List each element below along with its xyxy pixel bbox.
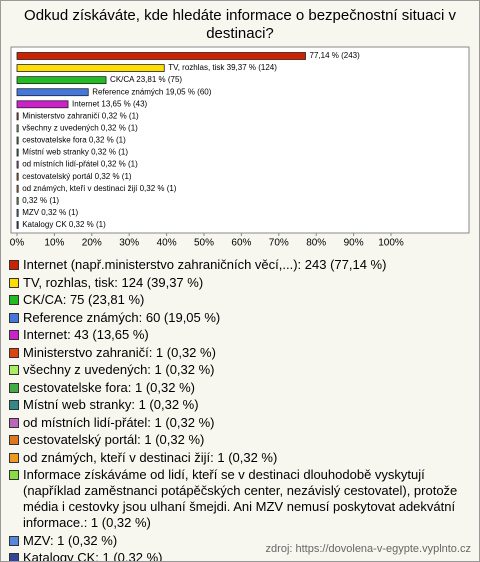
bar-label: Ministerstvo zahraničí 0,32 % (1)	[22, 111, 139, 120]
legend-label: Ministerstvo zahraničí: 1 (0,32 %)	[23, 344, 216, 360]
x-tick-label: 50%	[194, 238, 214, 249]
bar	[16, 196, 19, 205]
legend-swatch	[9, 470, 19, 480]
bar	[16, 184, 19, 193]
legend-item: od místních lidí-přátel: 1 (0,32 %)	[9, 415, 471, 431]
legend-item: CK/CA: 75 (23,81 %)	[9, 292, 471, 308]
bar	[16, 112, 19, 121]
legend-label: Místní web stranky: 1 (0,32 %)	[23, 397, 199, 412]
legend-item: Internet: 43 (13,65 %)	[9, 327, 471, 343]
bar	[16, 221, 19, 229]
x-tick-label: 70%	[269, 238, 289, 249]
legend-swatch	[9, 260, 19, 270]
x-tick-label: 40%	[157, 238, 177, 249]
legend-label: od známých, kteří v destinaci žijí: 1 (0…	[23, 449, 278, 465]
x-tick-label: 100%	[378, 238, 404, 249]
legend-item: TV, rozhlas, tisk: 124 (39,37 %)	[9, 275, 471, 291]
legend-swatch	[9, 277, 19, 288]
legend-label: Reference známých: 60 (19,05 %)	[23, 309, 221, 325]
legend-label: CK/CA: 75 (23,81 %)	[23, 292, 145, 307]
bar-label: cestovatelske fora 0,32 % (1)	[22, 136, 126, 145]
bar	[16, 100, 69, 109]
legend-item: Reference známých: 60 (19,05 %)	[9, 310, 471, 326]
bar	[16, 64, 165, 72]
x-tick-label: 20%	[82, 238, 102, 249]
bar	[16, 172, 19, 181]
x-tick-label: 0%	[10, 238, 25, 249]
x-tick-label: 10%	[44, 238, 64, 249]
legend-label: Internet (např.ministerstvo zahraničních…	[23, 257, 387, 272]
legend-item: všechny z uvedených: 1 (0,32 %)	[9, 362, 471, 378]
legend-swatch	[9, 382, 19, 393]
bar-label: Reference známých 19,05 % (60)	[92, 87, 212, 96]
bar-label: Internet 13,65 % (43)	[72, 99, 147, 108]
legend-label: TV, rozhlas, tisk: 124 (39,37 %)	[23, 274, 204, 290]
x-tick-label: 90%	[344, 238, 364, 249]
legend-label: od místních lidí-přátel: 1 (0,32 %)	[23, 414, 215, 430]
legend-item: cestovatelský portál: 1 (0,32 %)	[9, 432, 471, 448]
bar-label: Katalogy CK 0,32 % (1)	[22, 220, 106, 229]
bar-label: Místní web stranky 0,32 % (1)	[22, 148, 128, 157]
bar	[16, 148, 19, 157]
source: zdroj: https://dovolena-v-egypte.vyplnto…	[265, 543, 471, 555]
bar	[16, 124, 19, 133]
bar-label: CK/CA 23,81 % (75)	[110, 75, 182, 84]
bar-label: MZV 0,32 % (1)	[22, 208, 78, 217]
legend-swatch	[9, 400, 19, 410]
bar-label: cestovatelský portál 0,32 % (1)	[22, 172, 132, 181]
legend-item: Místní web stranky: 1 (0,32 %)	[9, 397, 471, 413]
bar-label: všechny z uvedených 0,32 % (1)	[22, 124, 138, 133]
legend-swatch	[9, 295, 19, 305]
legend-swatch	[9, 435, 19, 445]
legend-swatch	[9, 417, 19, 428]
legend-swatch	[9, 535, 19, 546]
legend-label: cestovatelský portál: 1 (0,32 %)	[23, 432, 205, 447]
legend-label: MZV: 1 (0,32 %)	[23, 532, 118, 548]
bar	[16, 88, 89, 97]
legend-item: cestovatelske fora: 1 (0,32 %)	[9, 380, 471, 396]
chart-title: Odkud získáváte, kde hledáte informace o…	[24, 7, 456, 42]
legend-label: Informace získáváme od lidí, kteří se v …	[23, 467, 458, 530]
legend-swatch	[9, 452, 19, 463]
x-tick-label: 30%	[119, 238, 139, 249]
bar	[16, 160, 19, 169]
legend-swatch	[9, 553, 19, 561]
legend-item: Katalogy CK: 1 (0,32 %)	[9, 550, 471, 562]
legend-label: Katalogy CK: 1 (0,32 %)	[23, 550, 163, 562]
bar-label: 0,32 % (1)	[22, 196, 59, 205]
legend-item: MZV: 1 (0,32 %)	[9, 533, 471, 549]
x-tick-label: 60%	[231, 238, 251, 249]
bar	[16, 136, 19, 145]
legend-label: Internet: 43 (13,65 %)	[23, 327, 149, 342]
legend: Internet (např.ministerstvo zahraničních…	[9, 257, 471, 562]
bar	[16, 76, 107, 85]
legend-item: Informace získáváme od lidí, kteří se v …	[9, 467, 471, 531]
legend-swatch	[9, 365, 19, 375]
legend-item: od známých, kteří v destinaci žijí: 1 (0…	[9, 450, 471, 466]
legend-swatch	[9, 347, 19, 358]
legend-item: Internet (např.ministerstvo zahraničních…	[9, 257, 471, 273]
bar	[16, 209, 19, 217]
x-tick-label: 80%	[306, 238, 326, 249]
legend-label: všechny z uvedených: 1 (0,32 %)	[23, 362, 215, 377]
bar-label: TV, rozhlas, tisk 39,37 % (124)	[168, 63, 277, 72]
bar	[16, 52, 306, 60]
bar-label: od známých, kteří v destinaci žijí 0,32 …	[22, 184, 177, 193]
legend-item: Ministerstvo zahraničí: 1 (0,32 %)	[9, 345, 471, 361]
bar-label: od místních lidí-přátel 0,32 % (1)	[22, 160, 138, 169]
legend-swatch	[9, 312, 19, 323]
legend-swatch	[9, 330, 19, 340]
legend-label: cestovatelske fora: 1 (0,32 %)	[23, 379, 195, 395]
bar-label: 77,14 % (243)	[310, 51, 361, 60]
chart: 0% 10% 20% 30% 40% 50% 60% 70% 80% 90% 100% 77,14 %…	[10, 46, 470, 249]
